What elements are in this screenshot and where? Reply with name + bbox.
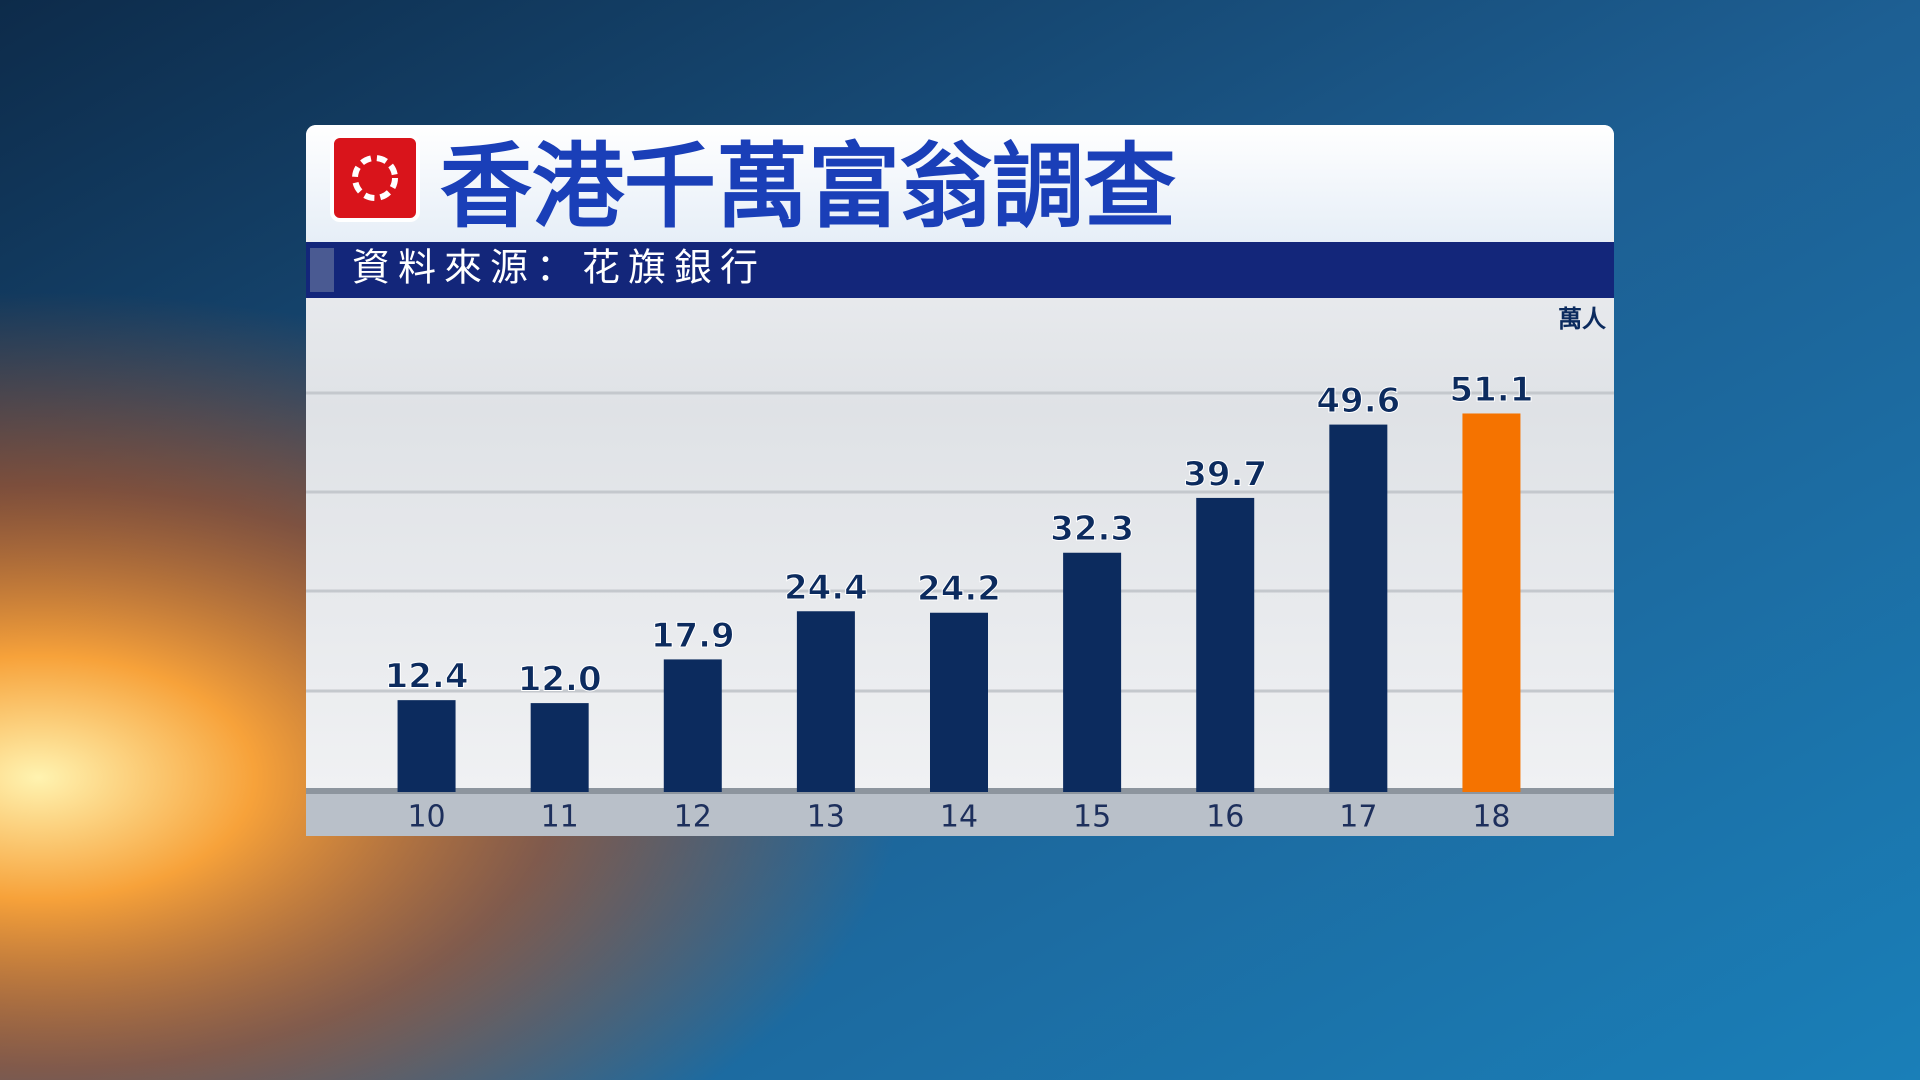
x-tick-label: 14 xyxy=(940,800,978,835)
bar xyxy=(663,659,722,792)
subtitle-band xyxy=(306,242,1614,298)
value-label: 24.2 xyxy=(917,569,1001,609)
x-tick-label: 11 xyxy=(541,800,579,835)
x-tick-label: 18 xyxy=(1472,800,1510,835)
x-tick-label: 15 xyxy=(1073,800,1111,835)
bar xyxy=(397,700,456,792)
chart-title: 香港千萬富翁調查 xyxy=(440,133,1176,240)
bar xyxy=(1329,424,1388,792)
x-tick-label: 10 xyxy=(407,800,445,835)
x-tick-label: 16 xyxy=(1206,800,1244,835)
value-label: 17.9 xyxy=(651,616,735,656)
value-label: 24.4 xyxy=(784,568,868,608)
bar xyxy=(1196,497,1255,792)
flag-flower xyxy=(352,155,398,201)
panel xyxy=(306,125,1614,836)
bar xyxy=(1462,413,1521,792)
value-label: 39.7 xyxy=(1183,454,1267,494)
bar xyxy=(796,611,855,792)
x-tick-label: 13 xyxy=(807,800,845,835)
title-band xyxy=(306,125,1614,242)
subtitle: 資料來源：花旗銀行 xyxy=(352,246,766,290)
hk-flag xyxy=(330,134,420,222)
value-label: 49.6 xyxy=(1316,381,1400,421)
subtitle-marker xyxy=(310,248,334,292)
x-tick-label: 12 xyxy=(674,800,712,835)
bar xyxy=(1063,552,1122,792)
x-tick-label: 17 xyxy=(1339,800,1377,835)
bar xyxy=(930,612,988,792)
value-label: 12.0 xyxy=(518,660,602,700)
value-label: 51.1 xyxy=(1449,370,1533,410)
value-label: 12.4 xyxy=(385,657,469,697)
unit-label: 萬人 xyxy=(1558,305,1606,333)
bar xyxy=(530,703,589,792)
x-axis-band xyxy=(306,792,1614,836)
value-label: 32.3 xyxy=(1050,509,1134,549)
